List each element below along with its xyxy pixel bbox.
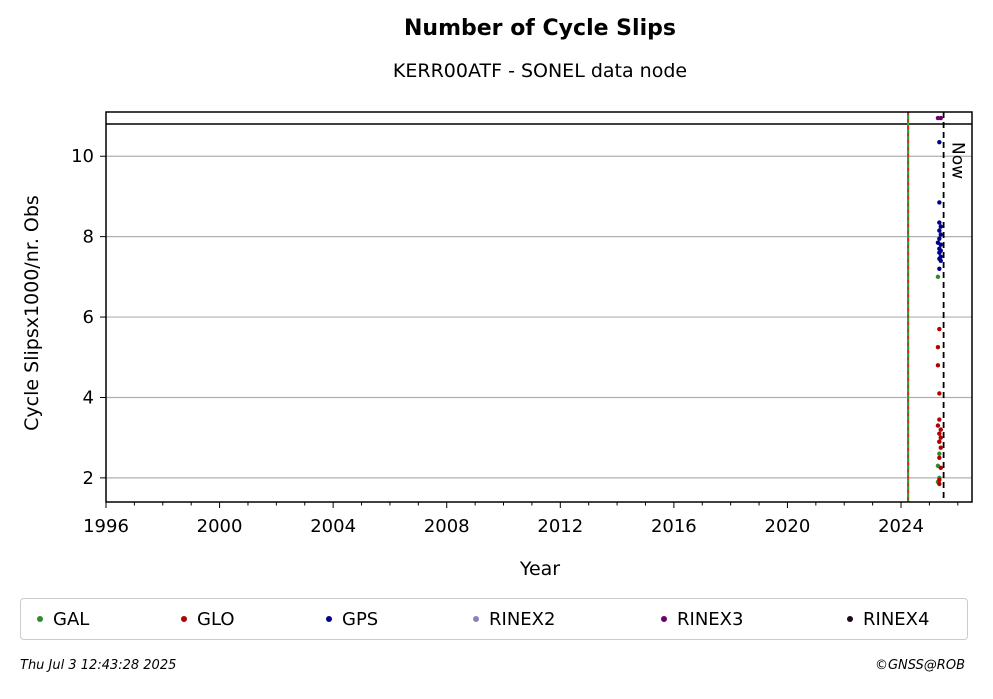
data-point-glo <box>938 435 943 440</box>
data-point-gps <box>937 228 942 233</box>
y-tick-label: 6 <box>83 307 94 328</box>
data-point-gps <box>937 266 942 272</box>
data-point-gps <box>938 258 943 263</box>
data-point-glo <box>937 326 942 332</box>
data-point-glo <box>937 391 942 396</box>
chart-subtitle: KERR00ATF - SONEL data node <box>392 60 688 82</box>
data-point-glo <box>935 423 941 428</box>
data-point-gps <box>937 250 942 255</box>
data-point-gps <box>938 224 943 229</box>
legend-label: RINEX3 <box>677 608 744 630</box>
footer-credit: ©GNSS@ROB <box>874 658 965 673</box>
data-point-gps <box>937 200 942 205</box>
data-point-glo <box>935 363 941 368</box>
chart-plot: 2 4 6 8 10 1996 2000 2004 2008 2012 2016 2020 2024 No… <box>21 111 973 580</box>
legend-label: RINEX2 <box>489 608 556 630</box>
data-point-glo <box>937 477 942 483</box>
legend-item-rinex2: RINEX2 <box>473 599 555 639</box>
footer-timestamp: Thu Jul 3 12:43:28 2025 <box>20 658 177 673</box>
data-point-glo <box>937 431 942 436</box>
data-point-gal <box>937 451 942 456</box>
legend-label: GLO <box>197 608 235 630</box>
data-point-glo <box>937 481 942 487</box>
legend-marker <box>847 616 853 622</box>
legend-item-rinex3: RINEX3 <box>661 599 743 639</box>
legend-item-glo: GLO <box>181 599 235 639</box>
legend-marker <box>326 616 332 622</box>
legend-label: RINEX4 <box>863 608 930 630</box>
x-tick-label: 2000 <box>197 516 243 537</box>
data-point-gps <box>937 236 942 241</box>
chart-title: Number of Cycle Slips <box>404 16 676 41</box>
legend-label: GPS <box>342 608 379 630</box>
x-tick-label: 2024 <box>878 516 924 537</box>
data-point-gps <box>938 242 943 247</box>
x-tick-label: 2004 <box>310 516 356 537</box>
legend-item-rinex4: RINEX4 <box>847 599 929 639</box>
data-point-glo <box>938 465 943 471</box>
data-point-rinex3 <box>938 115 943 121</box>
x-tick-label: 2008 <box>424 516 470 537</box>
x-tick-label: 2012 <box>537 516 583 537</box>
data-point-glo <box>938 427 943 432</box>
data-point-gps <box>937 220 942 225</box>
x-tick-label: 1996 <box>83 516 129 537</box>
legend-marker <box>37 616 43 622</box>
data-point-glo <box>938 445 943 450</box>
y-tick-label: 10 <box>71 146 94 167</box>
y-axis-label: Cycle Slipsx1000/nr. Obs <box>21 195 43 431</box>
legend-item-gal: GAL <box>37 599 89 639</box>
legend-label: GAL <box>53 608 90 630</box>
y-tick-label: 2 <box>83 468 94 489</box>
x-tick-label: 2016 <box>651 516 697 537</box>
data-point-glo <box>937 439 942 444</box>
data-point-gal <box>935 274 941 280</box>
legend-marker <box>181 616 187 622</box>
data-point-gps <box>938 232 943 237</box>
legend-marker <box>473 616 479 622</box>
plot-frame <box>105 111 973 503</box>
y-tick-label: 4 <box>83 387 94 408</box>
now-label: Now <box>948 142 968 179</box>
y-tick-label: 8 <box>83 227 94 248</box>
data-point-glo <box>937 455 942 460</box>
legend-marker <box>661 616 667 622</box>
chart-legend: GAL GLO GPS RINEX2 RINEX3 RINEX4 <box>20 598 968 640</box>
legend-item-gps: GPS <box>326 599 378 639</box>
x-tick-label: 2020 <box>765 516 811 537</box>
data-point-glo <box>937 417 942 422</box>
data-point-gps <box>937 139 942 145</box>
data-point-glo <box>935 345 941 350</box>
x-axis-label: Year <box>519 558 560 580</box>
